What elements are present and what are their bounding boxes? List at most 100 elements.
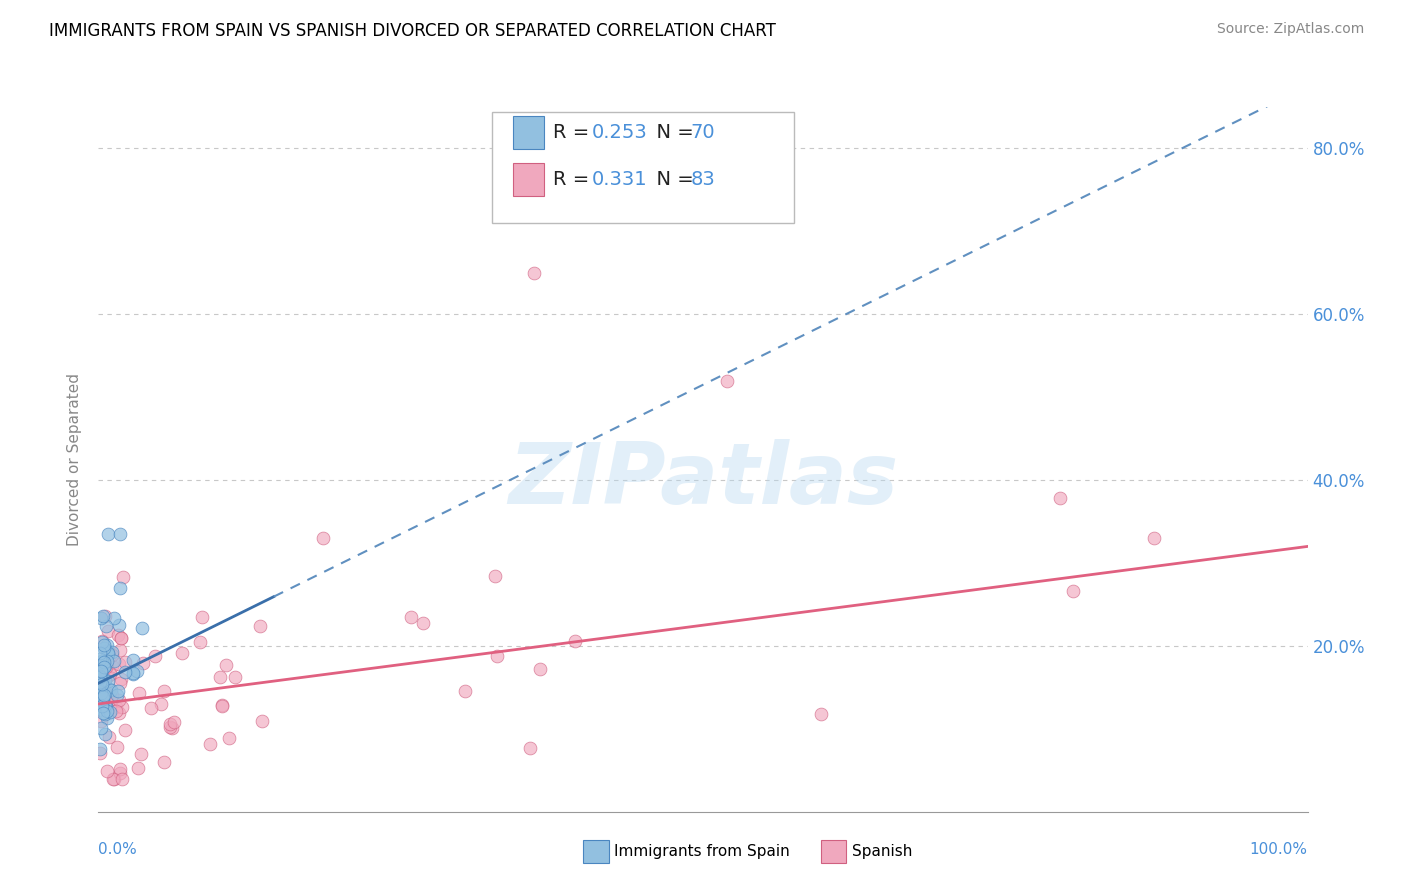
Point <box>93 655 115 669</box>
Point <box>152 683 174 698</box>
Point <box>103 654 125 668</box>
Point <box>110 631 132 645</box>
Point <box>163 714 186 729</box>
Point <box>98 667 121 681</box>
Point <box>101 648 124 663</box>
Point <box>127 665 149 679</box>
Text: N =: N = <box>644 123 700 142</box>
Point <box>90 714 112 729</box>
Text: 83: 83 <box>690 170 716 189</box>
Point <box>96 704 118 718</box>
Point <box>93 641 115 656</box>
Point <box>112 569 135 583</box>
Point <box>107 683 129 698</box>
Point <box>454 683 477 698</box>
Point <box>160 721 183 735</box>
Point <box>91 660 114 674</box>
Point <box>127 761 149 775</box>
Point <box>529 662 551 676</box>
Point <box>198 737 221 751</box>
Point <box>108 657 131 672</box>
Point <box>810 706 832 721</box>
Point <box>96 654 118 668</box>
Point <box>114 723 136 737</box>
Point <box>97 647 120 661</box>
Text: R =: R = <box>553 170 595 189</box>
Point <box>101 659 124 673</box>
Point <box>89 669 111 683</box>
Text: 0.0%: 0.0% <box>98 842 138 856</box>
Point <box>91 675 114 690</box>
Text: Spanish: Spanish <box>852 845 912 859</box>
Point <box>91 609 114 624</box>
Point <box>93 684 115 698</box>
Point <box>96 699 118 714</box>
Text: 0.253: 0.253 <box>592 123 648 142</box>
Point <box>90 664 112 678</box>
Point <box>94 698 117 712</box>
Text: 70: 70 <box>690 123 716 142</box>
Point <box>114 665 136 680</box>
Point <box>89 670 111 684</box>
Point <box>94 683 117 698</box>
Point <box>122 666 145 681</box>
Point <box>97 624 120 639</box>
Point <box>215 657 238 672</box>
Point <box>96 711 118 725</box>
Point <box>89 674 111 689</box>
Point <box>252 714 274 728</box>
Point <box>93 659 115 673</box>
Point <box>139 701 162 715</box>
Point <box>90 654 112 668</box>
Point <box>89 646 111 660</box>
Point <box>94 673 117 688</box>
Point <box>90 686 112 700</box>
Point <box>108 643 131 657</box>
Point <box>191 610 214 624</box>
Point <box>108 527 131 541</box>
Point <box>97 646 120 660</box>
Point <box>97 527 120 541</box>
Point <box>91 706 114 720</box>
Point <box>108 676 131 690</box>
Point <box>96 660 118 674</box>
Point <box>100 692 122 706</box>
Point <box>716 374 738 388</box>
Point <box>103 772 125 786</box>
Point <box>94 619 117 633</box>
Text: 0.331: 0.331 <box>592 170 648 189</box>
Point <box>93 688 115 702</box>
Text: IMMIGRANTS FROM SPAIN VS SPANISH DIVORCED OR SEPARATED CORRELATION CHART: IMMIGRANTS FROM SPAIN VS SPANISH DIVORCE… <box>49 22 776 40</box>
Point <box>91 634 114 648</box>
Point <box>564 633 586 648</box>
Point <box>89 698 111 712</box>
Point <box>91 691 114 706</box>
Point <box>399 610 422 624</box>
Text: 100.0%: 100.0% <box>1250 842 1308 856</box>
Point <box>108 766 131 780</box>
Point <box>188 635 211 649</box>
Point <box>89 742 111 756</box>
Text: R =: R = <box>553 123 595 142</box>
Point <box>91 695 114 709</box>
Point <box>90 611 112 625</box>
Point <box>412 615 434 630</box>
Point <box>484 568 506 582</box>
Point <box>110 632 132 646</box>
Point <box>122 667 145 681</box>
Point <box>96 764 118 779</box>
Point <box>90 680 112 694</box>
Point <box>108 706 131 720</box>
Point <box>94 706 117 721</box>
Point <box>90 673 112 688</box>
Point <box>90 673 112 687</box>
Point <box>103 611 125 625</box>
Point <box>97 674 120 689</box>
Point <box>98 705 121 719</box>
Point <box>91 635 114 649</box>
Point <box>94 698 117 713</box>
Point <box>93 660 115 674</box>
Text: ZIPatlas: ZIPatlas <box>508 439 898 522</box>
Point <box>143 648 166 663</box>
Point <box>91 677 114 691</box>
